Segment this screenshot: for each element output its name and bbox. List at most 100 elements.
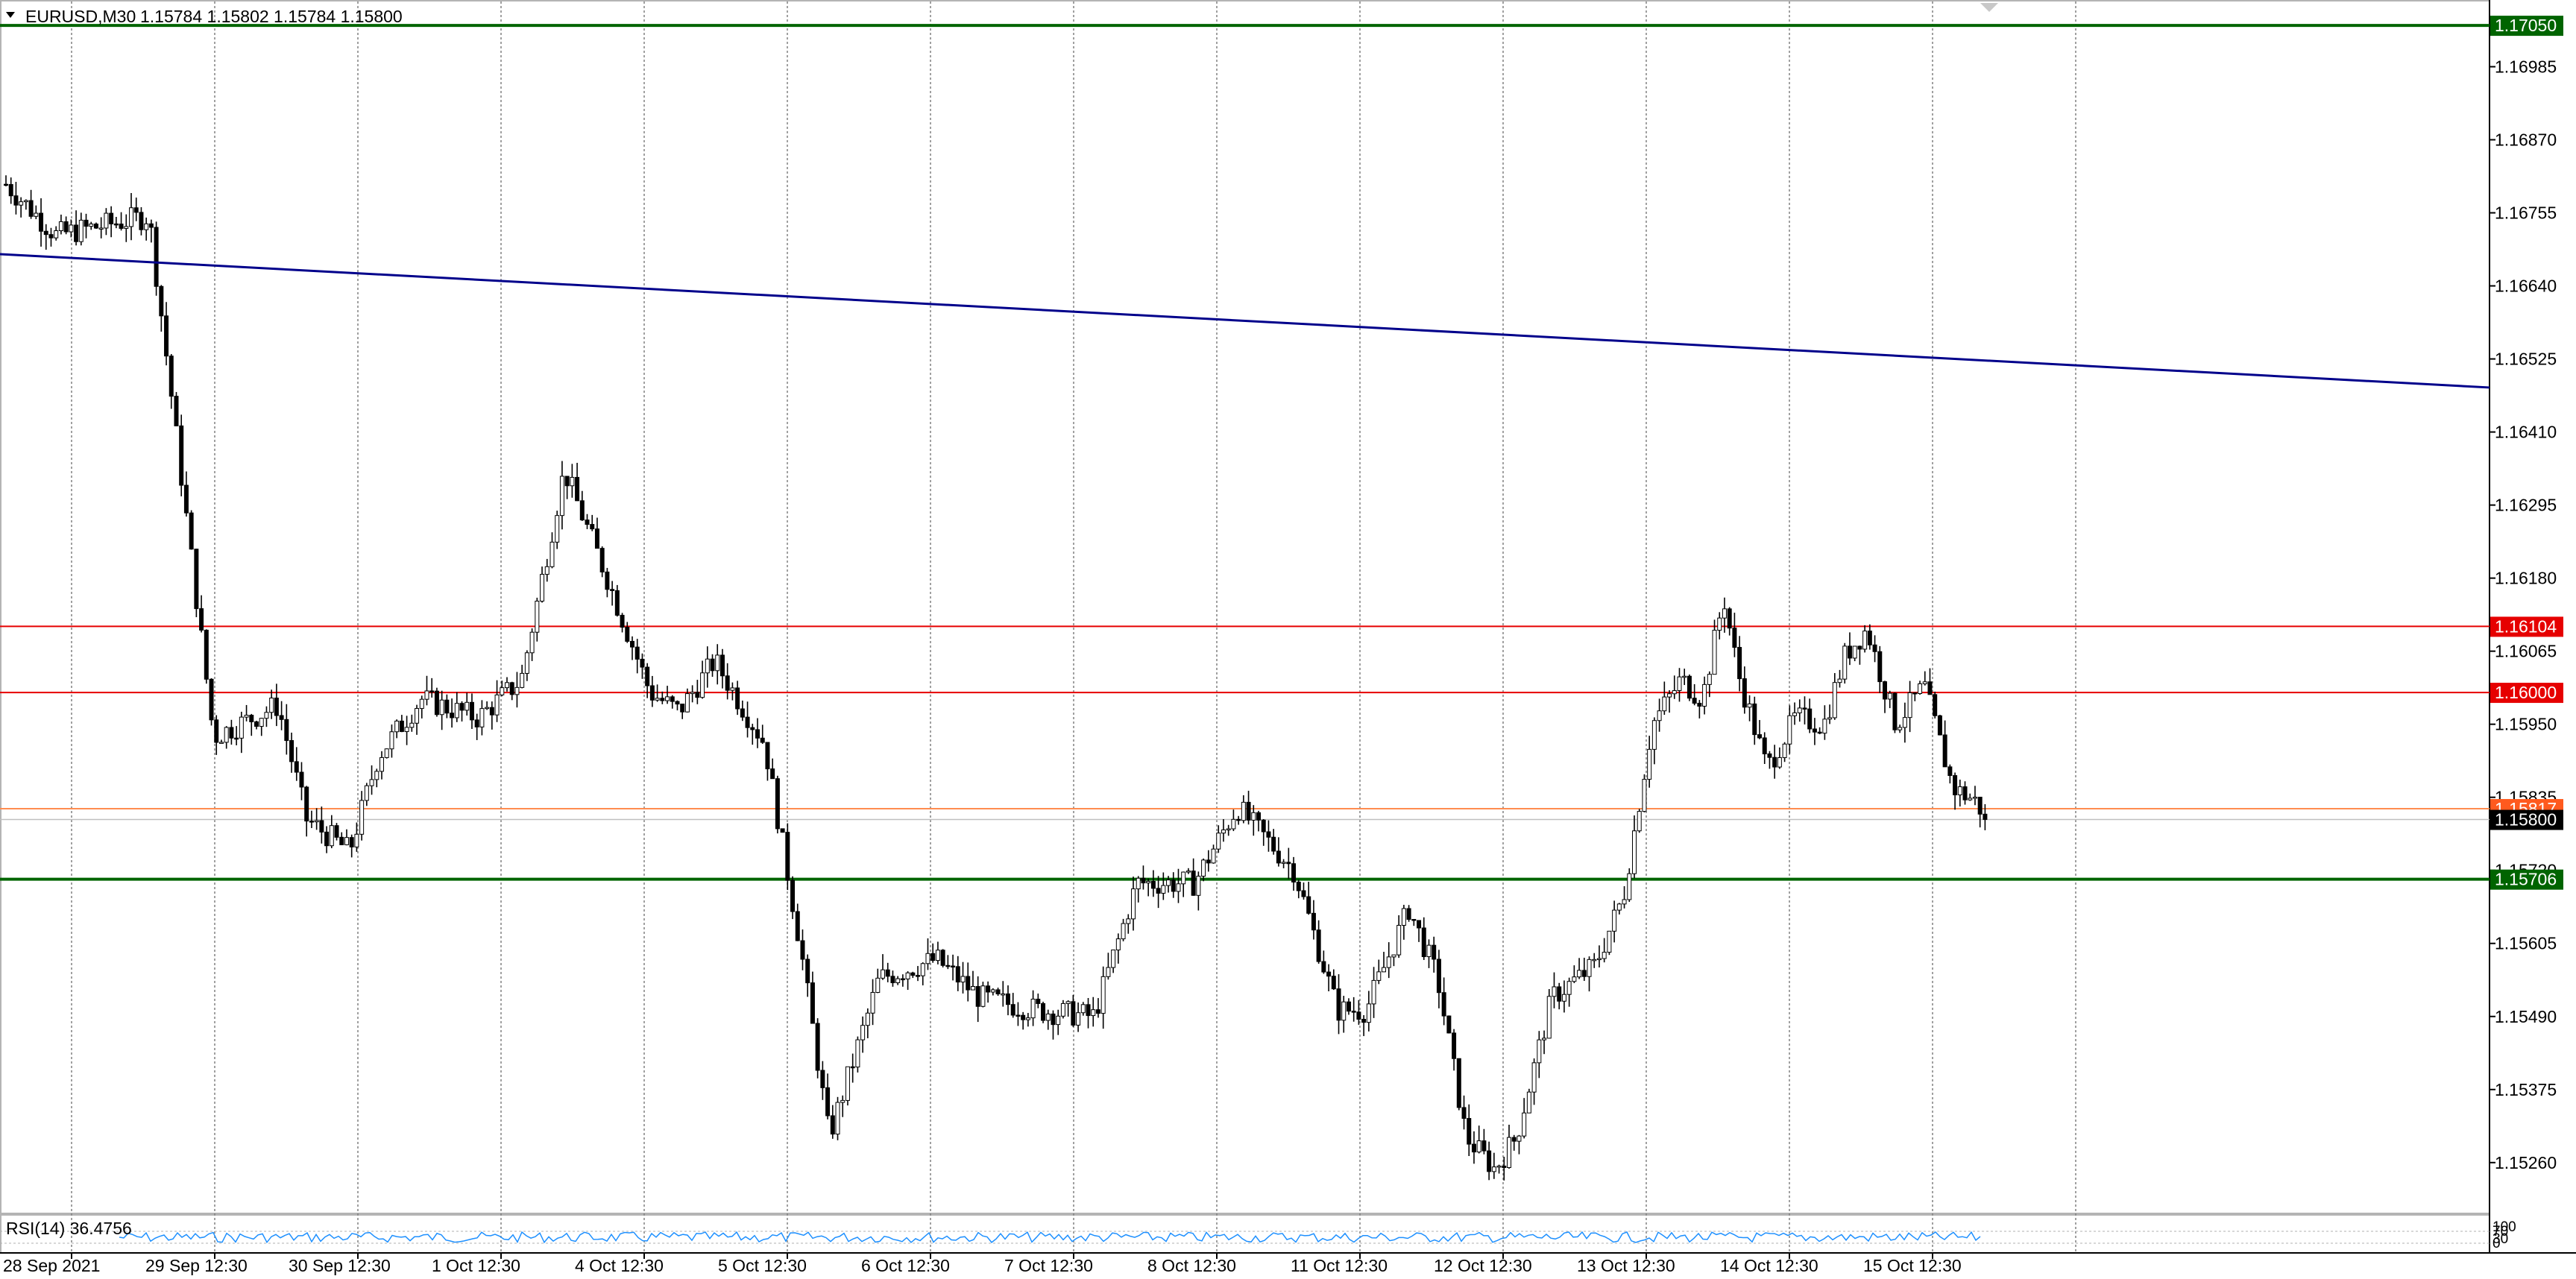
time-tick-label: 30 Sep 12:30	[289, 1256, 391, 1275]
candle-body	[8, 184, 13, 197]
candle-body	[850, 1066, 855, 1069]
candle-body	[845, 1066, 850, 1101]
candle-body	[594, 528, 599, 549]
candle-body	[434, 690, 439, 716]
candle-body	[1651, 720, 1657, 750]
candle-body	[1106, 967, 1111, 977]
candle-body	[1642, 779, 1647, 812]
candle-body	[1692, 698, 1697, 704]
candle-body	[380, 757, 384, 772]
candle-body	[775, 778, 780, 830]
candle-body	[1577, 970, 1582, 978]
candle-body	[870, 991, 875, 1014]
candle-body	[48, 234, 54, 239]
time-tick-label: 28 Sep 2021	[3, 1256, 100, 1275]
collapse-triangle-icon[interactable]	[6, 12, 15, 18]
price-tick-label: 1.16410	[2495, 423, 2557, 442]
candle-body	[1722, 608, 1727, 619]
candle-body	[1185, 871, 1191, 873]
candle-body	[1487, 1150, 1492, 1172]
candle-body	[1552, 986, 1557, 997]
candle-body	[1346, 1001, 1351, 1012]
candle-body	[244, 715, 249, 718]
candle-body	[429, 690, 435, 692]
candle-body	[1632, 830, 1637, 874]
price-tick-label: 1.16985	[2495, 57, 2557, 76]
candle-body	[1281, 862, 1286, 864]
candle-body	[54, 230, 59, 239]
price-tag	[2490, 16, 2563, 37]
candle-body	[1417, 920, 1422, 929]
candle-body	[474, 719, 479, 727]
candle-body	[995, 989, 1001, 995]
candle-body	[1526, 1091, 1531, 1114]
candle-body	[1887, 692, 1892, 700]
candle-body	[1787, 715, 1792, 745]
candle-body	[209, 678, 214, 721]
symbol-label: EURUSD,M30	[25, 7, 136, 26]
candle-body	[986, 985, 991, 993]
candle-body	[575, 476, 580, 502]
candle-body	[820, 1070, 825, 1088]
chart-shift-marker-icon[interactable]	[1980, 3, 1998, 12]
candle-body	[665, 696, 670, 701]
candle-body	[274, 698, 279, 716]
candle-body	[459, 703, 465, 711]
candle-body	[1206, 859, 1211, 864]
candle-body	[124, 226, 129, 229]
candle-body	[1898, 727, 1903, 730]
candle-body	[239, 716, 244, 739]
candle-body	[1837, 678, 1842, 683]
candle-body	[1968, 798, 1973, 800]
candle-body	[1687, 675, 1692, 699]
time-tick-label: 8 Oct 12:30	[1147, 1256, 1236, 1275]
candle-body	[1376, 971, 1382, 981]
grid	[71, 1, 2076, 1253]
candle-body	[1461, 1107, 1467, 1119]
candle-body	[74, 224, 79, 242]
candle-body	[1616, 903, 1622, 911]
candle-body	[905, 972, 910, 979]
candle-body	[1156, 888, 1161, 894]
candle-body	[1757, 734, 1762, 739]
candle-body	[1136, 877, 1141, 890]
candle-body	[1060, 1002, 1065, 1017]
candle-body	[374, 771, 380, 780]
candle-body	[1146, 881, 1151, 884]
candle-body	[1366, 1003, 1371, 1023]
candle-body	[1021, 1014, 1026, 1020]
candle-body	[229, 727, 234, 739]
candle-body	[4, 183, 8, 186]
time-tick-label: 15 Oct 12:30	[1863, 1256, 1962, 1275]
candle-body	[179, 425, 184, 486]
candle-body	[324, 831, 330, 847]
candle-body	[294, 761, 299, 773]
time-tick-label: 13 Oct 12:30	[1577, 1256, 1675, 1275]
time-tick-label: 6 Oct 12:30	[861, 1256, 950, 1275]
rsi-line	[119, 1231, 1981, 1244]
trendline-layer	[0, 253, 2490, 389]
candle-body	[1953, 775, 1958, 795]
candle-body	[78, 219, 84, 242]
candle-body	[1867, 631, 1872, 645]
candle-body	[1752, 703, 1757, 736]
candle-body	[254, 721, 259, 727]
candle-body	[329, 825, 334, 847]
candle-body	[1797, 707, 1802, 713]
price-tick-label: 1.16870	[2495, 130, 2557, 150]
candle-body	[34, 212, 39, 217]
candle-body	[129, 207, 133, 227]
candle-body	[23, 200, 28, 203]
candle-body	[715, 654, 720, 672]
candle-body	[1126, 918, 1131, 924]
candle-body	[520, 672, 525, 688]
candle-body	[770, 768, 775, 780]
candle-body	[349, 837, 354, 847]
candle-body	[1171, 879, 1176, 892]
candle-body	[890, 976, 895, 984]
candle-body	[684, 693, 690, 713]
candle-body	[559, 476, 564, 517]
candle-body	[93, 224, 98, 229]
